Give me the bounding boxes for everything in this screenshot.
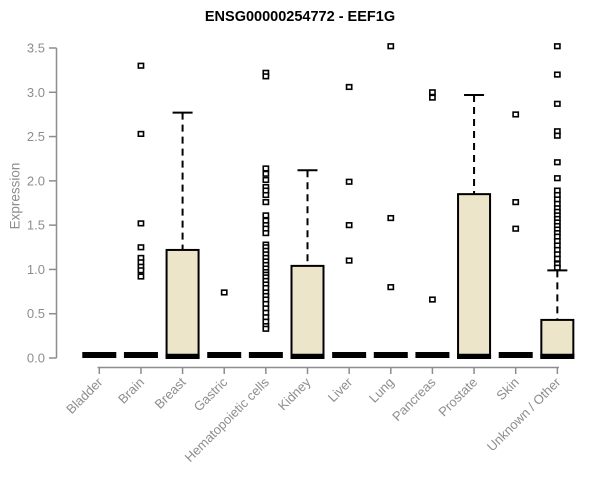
outlier-point: [512, 111, 520, 118]
outlier-point: [553, 255, 561, 262]
outlier-point: [262, 325, 270, 332]
y-tick-label: 2.5: [27, 129, 45, 144]
x-tick-label: Brain: [115, 375, 147, 407]
flat-box: [248, 352, 283, 358]
outlier-point: [137, 62, 145, 69]
flat-box: [498, 352, 533, 358]
outlier-point: [137, 130, 145, 138]
flat-box: [82, 352, 117, 358]
outlier-point: [262, 230, 270, 237]
outlier-point: [429, 89, 436, 96]
outlier-point: [220, 289, 228, 296]
x-tick-label: Unknown / Other: [484, 374, 564, 454]
outlier-point: [345, 178, 353, 185]
y-tick-label: 1.0: [27, 262, 45, 277]
outlier-point: [262, 176, 270, 184]
y-tick-label: 0.0: [27, 351, 45, 366]
outlier-point: [137, 273, 145, 280]
y-tick-label: 1.5: [27, 218, 45, 233]
outlier-point: [262, 170, 270, 177]
box: [165, 248, 200, 359]
outlier-point: [262, 191, 270, 199]
x-tick-label: Skin: [493, 375, 521, 403]
flat-box: [207, 352, 242, 358]
outlier-point: [137, 267, 145, 274]
outlier-point: [429, 94, 436, 101]
box: [457, 193, 492, 359]
x-tick-label: Pancreas: [389, 374, 439, 424]
outlier-point: [345, 83, 353, 91]
x-tick-label: Lung: [366, 375, 397, 406]
outlier-point: [553, 71, 561, 78]
flat-box: [373, 352, 408, 358]
x-tick-label: Breast: [152, 374, 189, 411]
x-tick-label: Kidney: [275, 374, 314, 413]
outlier-point: [137, 244, 145, 251]
outlier-point: [262, 212, 270, 219]
outlier-point: [553, 132, 561, 139]
chart-title: ENSG00000254772 - EEF1G: [204, 9, 396, 25]
outlier-point: [387, 43, 395, 50]
outlier-point: [262, 199, 270, 206]
outlier-point: [345, 222, 353, 229]
flat-box: [415, 352, 450, 358]
x-tick-label: Prostate: [435, 375, 480, 420]
flat-box: [332, 352, 367, 358]
outlier-point: [553, 159, 561, 166]
outlier-point: [512, 225, 520, 232]
box: [290, 264, 325, 359]
x-tick-label: Gastric: [191, 374, 231, 414]
flat-box: [123, 352, 158, 358]
outlier-point: [387, 214, 395, 222]
x-tick-label: Liver: [325, 374, 356, 405]
outlier-point: [387, 284, 395, 291]
outlier-point: [553, 100, 561, 107]
x-tick-label: Bladder: [63, 374, 106, 417]
outlier-point: [553, 175, 561, 182]
outlier-point: [553, 264, 561, 271]
outlier-point: [262, 165, 270, 172]
outlier-point: [345, 257, 353, 264]
y-tick-label: 2.0: [27, 173, 45, 188]
y-tick-label: 3.0: [27, 85, 45, 100]
outlier-point: [262, 73, 270, 80]
y-tick-label: 0.5: [27, 306, 45, 321]
outlier-point: [512, 199, 520, 206]
box: [540, 318, 575, 359]
outlier-point: [137, 220, 145, 227]
outlier-point: [429, 296, 436, 303]
y-tick-label: 3.5: [27, 41, 45, 56]
outlier-point: [553, 43, 561, 50]
